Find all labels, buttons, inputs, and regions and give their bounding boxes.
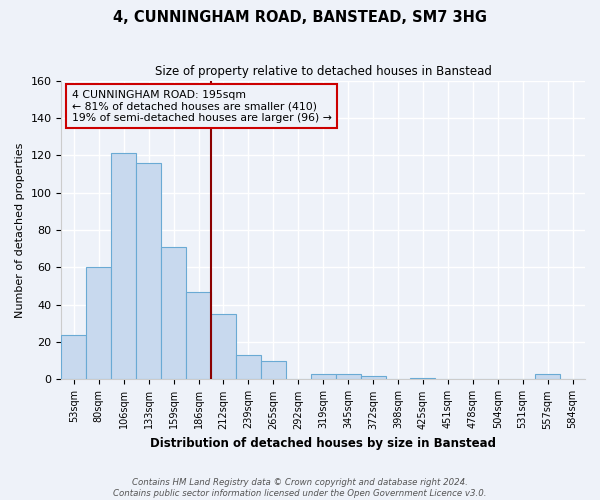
Text: 4, CUNNINGHAM ROAD, BANSTEAD, SM7 3HG: 4, CUNNINGHAM ROAD, BANSTEAD, SM7 3HG — [113, 10, 487, 25]
Bar — [410, 378, 436, 380]
Bar — [111, 154, 136, 380]
Bar — [161, 247, 186, 380]
Text: 4 CUNNINGHAM ROAD: 195sqm
← 81% of detached houses are smaller (410)
19% of semi: 4 CUNNINGHAM ROAD: 195sqm ← 81% of detac… — [72, 90, 332, 122]
Bar — [535, 374, 560, 380]
Text: Contains HM Land Registry data © Crown copyright and database right 2024.
Contai: Contains HM Land Registry data © Crown c… — [113, 478, 487, 498]
Bar — [311, 374, 335, 380]
Bar — [61, 334, 86, 380]
Bar — [236, 355, 261, 380]
Title: Size of property relative to detached houses in Banstead: Size of property relative to detached ho… — [155, 65, 491, 78]
Bar — [186, 292, 211, 380]
X-axis label: Distribution of detached houses by size in Banstead: Distribution of detached houses by size … — [150, 437, 496, 450]
Bar — [335, 374, 361, 380]
Y-axis label: Number of detached properties: Number of detached properties — [15, 142, 25, 318]
Bar — [136, 163, 161, 380]
Bar — [361, 376, 386, 380]
Bar — [261, 361, 286, 380]
Bar — [86, 268, 111, 380]
Bar — [211, 314, 236, 380]
